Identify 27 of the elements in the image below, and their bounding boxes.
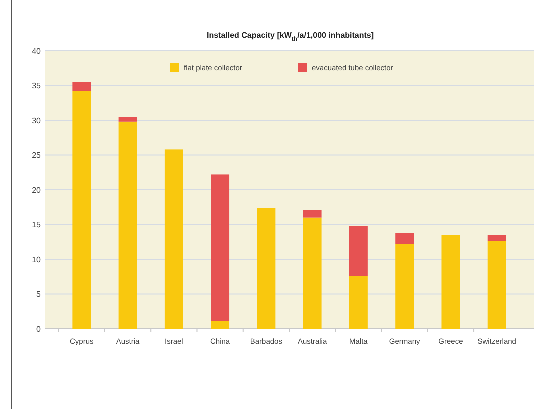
bar: [164, 150, 184, 329]
y-tick-label: 10: [32, 255, 42, 264]
bar: [442, 235, 460, 329]
bar: [257, 208, 276, 329]
bar: [118, 122, 138, 329]
bar: [488, 241, 506, 329]
bar: [72, 82, 92, 92]
bar: [396, 244, 414, 329]
bar: [349, 276, 368, 329]
y-tick-label: 20: [32, 186, 42, 195]
chart-title: Installed Capacity [kW$_{th}$/a/1,000 inhabitants]: [206, 31, 374, 43]
y-tick-label: 0: [36, 324, 42, 334]
bar: [72, 91, 92, 329]
y-tick-label: 25: [32, 151, 42, 160]
bar: [488, 235, 506, 242]
bar: [211, 321, 230, 329]
bar: [118, 117, 138, 122]
bar: [303, 210, 322, 218]
y-tick-label: 5: [36, 290, 42, 300]
y-tick-label: 30: [32, 116, 42, 126]
y-tick-label: 40: [32, 46, 42, 56]
y-tick-label: 35: [32, 82, 42, 91]
bar: [396, 233, 414, 244]
bar: [211, 174, 230, 322]
bar: [349, 226, 368, 276]
y-tick-label: 15: [32, 220, 42, 230]
bar: [303, 218, 322, 329]
